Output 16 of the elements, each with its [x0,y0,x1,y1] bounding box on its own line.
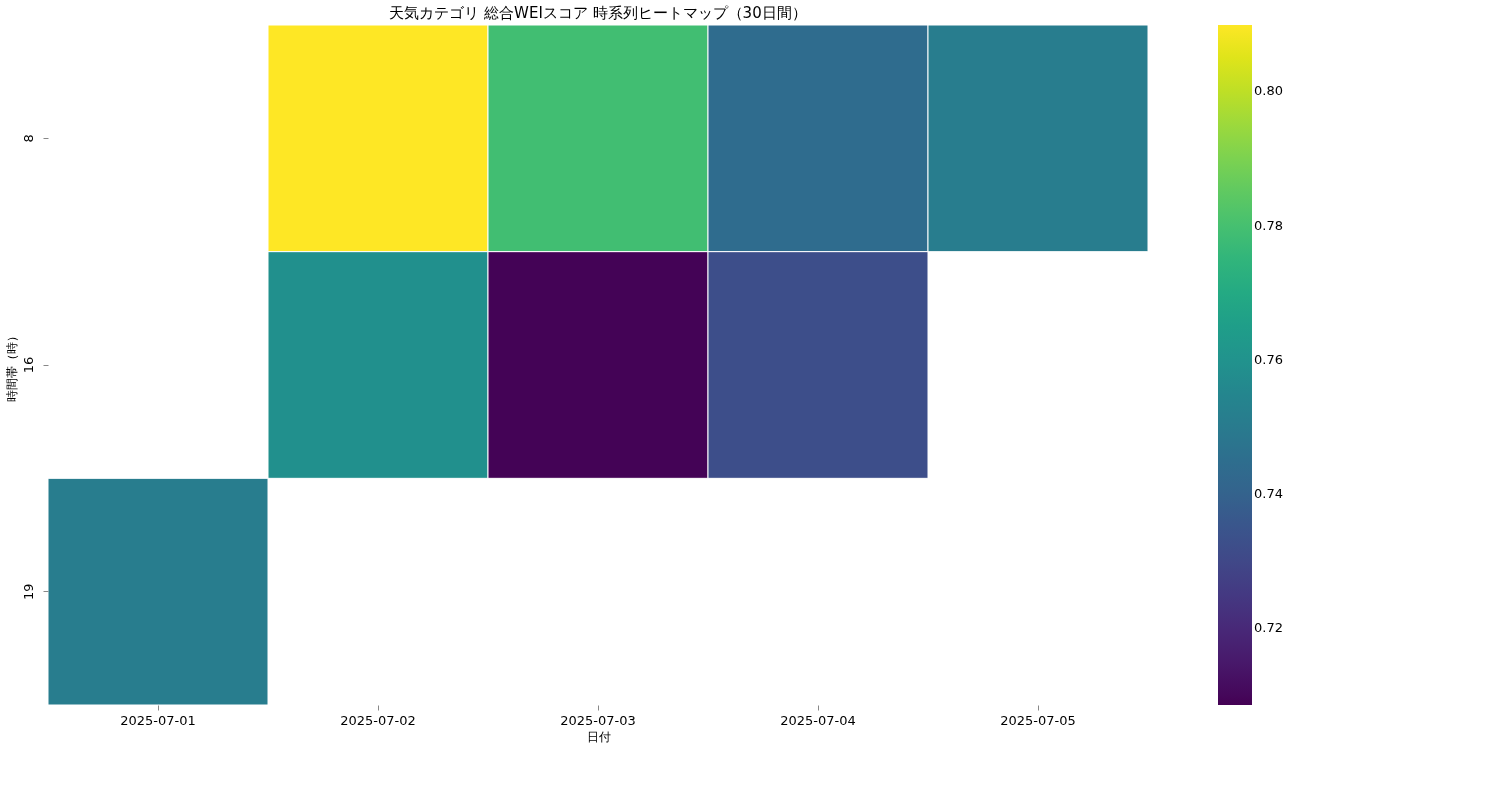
x-tick-label: 2025-07-05 [1000,712,1076,728]
color-bar-label: 0.74 [1254,485,1283,501]
x-tick-label: 2025-07-01 [120,712,196,728]
x-axis-title: 日付 [586,729,611,744]
y-axis-title: 時間帯（時） [4,329,19,402]
chart-title: 天気カテゴリ 総合WEIスコア 時系列ヒートマップ（30日間） [389,3,807,22]
x-tick-label: 2025-07-04 [780,712,856,728]
x-tick-label: 2025-07-03 [560,712,636,728]
color-bar-label: 0.76 [1254,351,1283,367]
color-bar-label: 0.72 [1254,619,1283,635]
y-tick-label: 19 [20,583,36,600]
color-bar-label: 0.78 [1254,217,1283,233]
y-tick-label: 16 [20,356,36,374]
x-tick-label: 2025-07-02 [340,712,416,728]
y-tick-label: 8 [20,134,36,143]
color-bar-label: 0.80 [1254,83,1283,99]
